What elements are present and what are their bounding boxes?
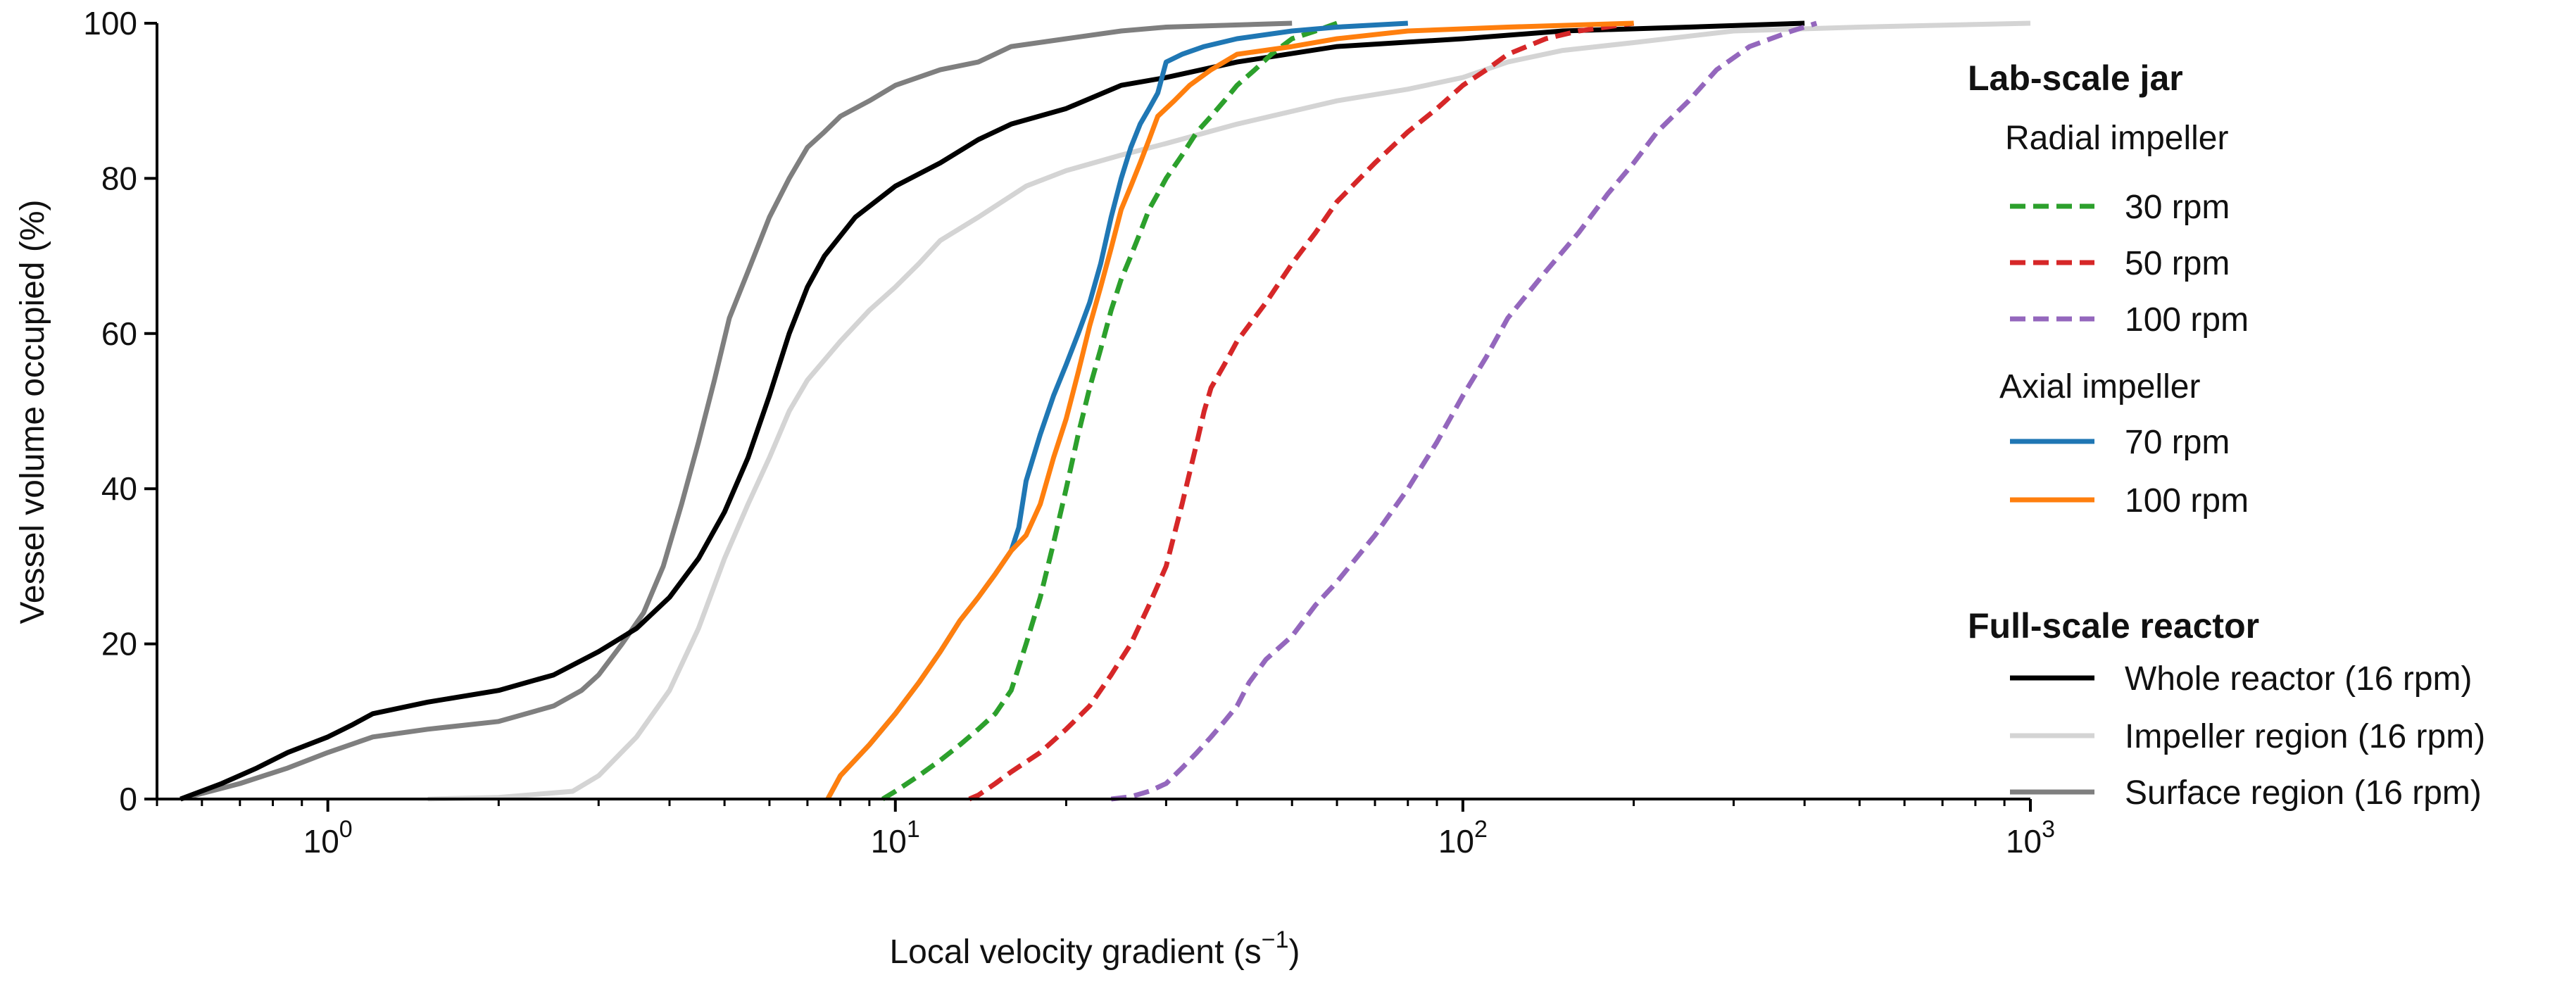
legend-label-full-whole-reactor-16-rpm: Whole reactor (16 rpm) bbox=[2125, 660, 2472, 698]
legend-subgroup-radial: Radial impeller bbox=[2005, 120, 2228, 157]
series-line-radial-50-rpm bbox=[968, 20, 1635, 802]
x-tick-label: 101 bbox=[871, 816, 920, 860]
legend-label-radial-100-rpm: 100 rpm bbox=[2125, 301, 2249, 339]
series-line-full-impeller-region-16-rpm bbox=[427, 20, 2031, 802]
y-tick-label: 20 bbox=[101, 626, 137, 662]
legend-label-full-surface-region-16-rpm: Surface region (16 rpm) bbox=[2125, 774, 2482, 812]
y-tick-label: 80 bbox=[101, 160, 137, 196]
y-axis-label: Vessel volume occupied (%) bbox=[14, 200, 51, 624]
legend-label-axial-70-rpm: 70 rpm bbox=[2125, 424, 2230, 461]
y-tick-label: 60 bbox=[101, 315, 137, 352]
legend-label-full-impeller-region-16-rpm: Impeller region (16 rpm) bbox=[2125, 718, 2485, 755]
axes-layer bbox=[156, 23, 2030, 800]
series-layer bbox=[180, 20, 2031, 802]
series-line-axial-100-rpm bbox=[825, 20, 1634, 800]
legend-label-axial-100-rpm: 100 rpm bbox=[2125, 482, 2249, 520]
x-axis-label: Local velocity gradient (s−1) bbox=[889, 926, 1300, 971]
series-line-full-whole-reactor-16-rpm bbox=[180, 20, 1805, 802]
legend: Lab-scale jar Radial impeller Axial impe… bbox=[1968, 58, 2485, 812]
legend-group-lab-scale-jar: Lab-scale jar bbox=[1968, 58, 2183, 98]
y-tick-label: 40 bbox=[101, 470, 137, 507]
x-tick-label: 100 bbox=[303, 816, 353, 860]
legend-entries: 30 rpm 50 rpm 100 rpm 70 rpm 100 rpm Whole re… bbox=[2010, 189, 2485, 812]
legend-label-radial-50-rpm: 50 rpm bbox=[2125, 245, 2230, 282]
series-line-radial-30-rpm bbox=[881, 20, 1338, 801]
series-line-full-surface-region-16-rpm bbox=[180, 20, 1293, 802]
series-line-radial-100-rpm bbox=[1110, 20, 1818, 802]
ticks-layer: 100 101 102 103 0 20 40 60 80 100 bbox=[83, 5, 2055, 860]
x-tick-label: 103 bbox=[2006, 816, 2055, 860]
legend-label-radial-30-rpm: 30 rpm bbox=[2125, 189, 2230, 226]
legend-group-full-scale-reactor: Full-scale reactor bbox=[1968, 606, 2259, 646]
x-tick-label: 102 bbox=[1438, 816, 1488, 860]
y-tick-label: 100 bbox=[83, 5, 137, 42]
legend-subgroup-axial: Axial impeller bbox=[1999, 368, 2200, 406]
y-tick-label: 0 bbox=[119, 781, 137, 817]
series-line-axial-70-rpm bbox=[825, 20, 1408, 800]
